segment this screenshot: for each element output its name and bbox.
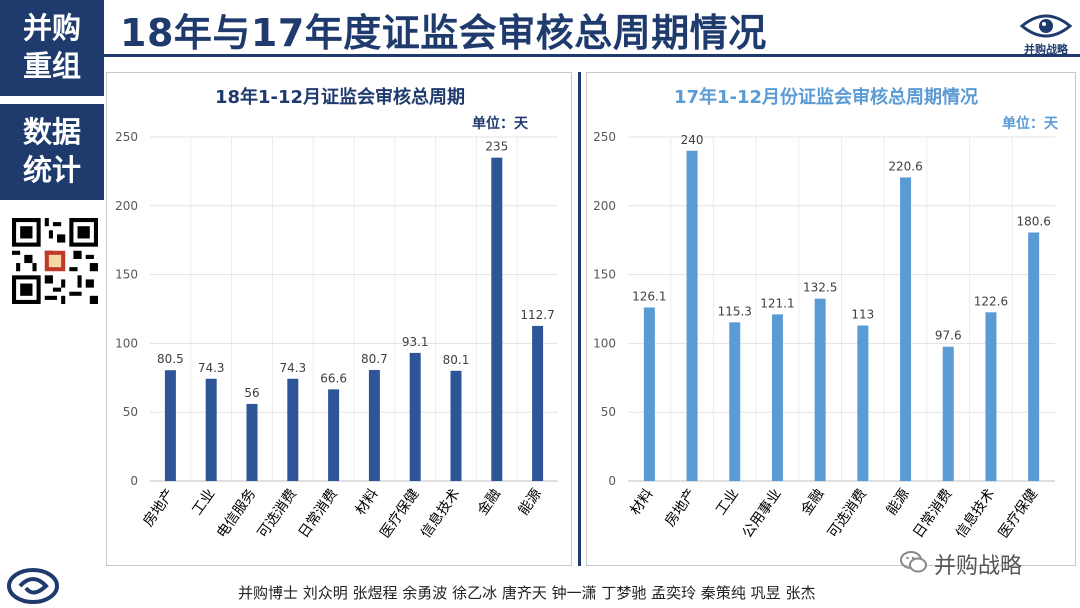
sidebar-block-mna-line2: 重组	[22, 49, 81, 83]
y-tick-label: 50	[601, 405, 616, 419]
sidebar-block-mna-line1: 并购	[22, 11, 81, 45]
y-tick-label: 250	[593, 130, 616, 144]
data-label: 180.6	[1016, 214, 1050, 228]
bar	[368, 369, 380, 481]
panel-divider	[578, 72, 581, 566]
data-label: 56	[244, 386, 259, 400]
x-tick-label: 信息技术	[952, 486, 998, 542]
y-tick-label: 50	[123, 405, 138, 419]
x-tick-label: 日常消费	[910, 486, 955, 541]
bar	[164, 370, 176, 481]
chart-panel-2018	[106, 72, 572, 566]
data-label: 240	[681, 133, 704, 147]
data-label: 97.6	[935, 329, 962, 343]
data-label: 93.1	[402, 335, 429, 349]
bar	[328, 389, 340, 481]
wechat-icon	[900, 551, 927, 573]
company-logo-icon	[7, 568, 59, 604]
data-label: 80.5	[157, 352, 184, 366]
y-tick-label: 0	[130, 474, 138, 488]
data-label: 113	[851, 308, 874, 322]
x-tick-label: 可选消费	[825, 486, 870, 541]
data-label: 80.7	[361, 352, 388, 366]
header-divider	[104, 54, 1080, 57]
unit-label: 单位：天	[472, 115, 529, 132]
x-tick-label: 公用事业	[739, 486, 784, 541]
y-tick-label: 0	[608, 474, 616, 488]
data-label: 132.5	[803, 281, 837, 295]
chart-panel-2017	[586, 72, 1076, 566]
data-label: 74.3	[279, 361, 306, 375]
authors-line: 并购博士 刘众明 张煜程 余勇波 徐乙冰 唐齐天 钟一潇 丁梦驰 孟奕玲 秦策纯…	[238, 584, 816, 602]
data-label: 112.7	[520, 308, 554, 322]
data-label: 66.6	[320, 371, 347, 385]
y-tick-label: 100	[115, 336, 138, 350]
bar	[857, 325, 869, 481]
bar	[729, 322, 741, 481]
data-label: 74.3	[198, 361, 225, 375]
x-tick-label: 材料	[627, 486, 656, 518]
page-title: 18年与17年度证监会审核总周期情况	[120, 11, 767, 55]
x-tick-label: 房地产	[662, 486, 699, 530]
bar	[287, 378, 299, 481]
bar	[450, 370, 462, 481]
x-tick-label: 金融	[798, 486, 827, 518]
y-tick-label: 150	[115, 268, 138, 282]
chart-title: 17年1-12月份证监会审核总周期情况	[674, 86, 978, 108]
bar	[900, 177, 912, 481]
bar	[246, 403, 258, 481]
wechat-watermark: 并购战略	[900, 548, 1070, 579]
x-tick-label: 能源	[884, 486, 913, 518]
sidebar: 并购 重组 数据 统计	[0, 0, 104, 200]
bar	[942, 346, 954, 481]
y-tick-label: 200	[593, 199, 616, 213]
data-label: 235	[485, 140, 508, 154]
bar	[771, 314, 783, 481]
data-label: 80.1	[443, 353, 470, 367]
y-tick-label: 200	[115, 199, 138, 213]
x-tick-label: 医疗保健	[996, 486, 1041, 541]
unit-label: 单位：天	[1002, 115, 1059, 132]
bar	[985, 312, 997, 481]
qr-code-icon	[12, 218, 98, 304]
data-label: 126.1	[632, 289, 666, 303]
y-tick-label: 150	[593, 268, 616, 282]
bar	[532, 325, 544, 481]
data-label: 122.6	[974, 294, 1008, 308]
eye-logo-icon	[1019, 14, 1073, 38]
data-label: 121.1	[760, 296, 794, 310]
data-label: 220.6	[888, 159, 922, 173]
bar	[205, 378, 217, 481]
bar	[491, 157, 503, 481]
sidebar-block-stats-line2: 统计	[22, 153, 81, 187]
bar	[814, 298, 826, 481]
sidebar-block-stats: 数据 统计	[0, 104, 104, 200]
brand-label: 并购战略	[1024, 43, 1068, 56]
y-tick-label: 250	[115, 130, 138, 144]
y-tick-label: 100	[593, 336, 616, 350]
chart-title: 18年1-12月证监会审核总周期	[215, 86, 465, 108]
data-label: 115.3	[718, 304, 752, 318]
bar	[643, 307, 655, 481]
x-tick-label: 工业	[713, 486, 742, 518]
sidebar-block-mna: 并购 重组	[0, 0, 104, 96]
sidebar-block-stats-line1: 数据	[22, 115, 81, 149]
bar	[409, 352, 421, 481]
bar	[686, 150, 698, 481]
wechat-account-label: 并购战略	[934, 554, 1023, 579]
bar	[1028, 232, 1040, 481]
